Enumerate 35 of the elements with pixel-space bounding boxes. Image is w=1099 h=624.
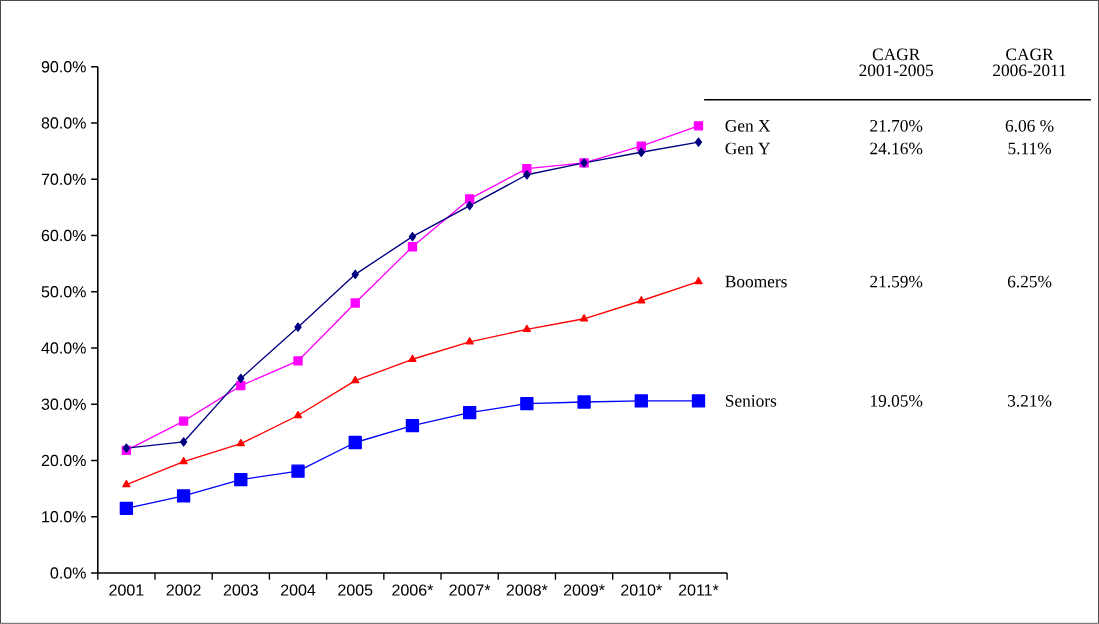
series-label: Gen X: [725, 120, 771, 132]
text: 3.21%: [1008, 395, 1052, 407]
y-tick-label: 70.0%: [41, 173, 86, 186]
x-tick-label: 2004: [281, 584, 316, 596]
x-tick-label: 2009*: [563, 584, 605, 596]
y-tick-label: 20.0%: [41, 454, 86, 467]
x-tick-label: 2010*: [621, 584, 662, 596]
y-tick-label: 80.0%: [41, 117, 86, 129]
y-tick-label: 30.0%: [41, 398, 86, 411]
x-tick-label: 2006*: [392, 584, 434, 596]
text: 5.11%: [1008, 142, 1052, 155]
x-tick-label: 2002: [166, 584, 201, 596]
y-tick-label: 40.0%: [41, 342, 86, 354]
x-tick-label: 2001: [109, 584, 144, 596]
text: 6.06 %: [1005, 120, 1054, 132]
x-tick-label: 2003: [223, 584, 258, 596]
text: CAGR 2001-2005: [859, 48, 934, 77]
series-label: Boomers: [725, 275, 787, 288]
y-tick-label: 0.0%: [50, 567, 86, 579]
series-label: Seniors: [725, 395, 777, 407]
text: CAGR 2006-2011: [993, 48, 1066, 77]
y-tick-label: 10.0%: [42, 511, 86, 523]
y-tick-label: 50.0%: [41, 286, 86, 298]
x-tick-label: 2008*: [506, 584, 548, 596]
text: 24.16%: [870, 142, 923, 155]
x-tick-label: 2007*: [449, 584, 491, 596]
series-label: Gen Y: [725, 142, 771, 155]
text: 6.25%: [1007, 275, 1052, 288]
y-tick-label: 60.0%: [41, 229, 86, 242]
x-tick-label: 2005: [338, 584, 373, 596]
text: 21.59%: [870, 275, 923, 288]
x-tick-label: 2011*: [678, 584, 719, 596]
y-tick-label: 90.0%: [41, 61, 86, 73]
text: 21.70%: [870, 120, 923, 132]
text: 19.05%: [870, 395, 923, 407]
